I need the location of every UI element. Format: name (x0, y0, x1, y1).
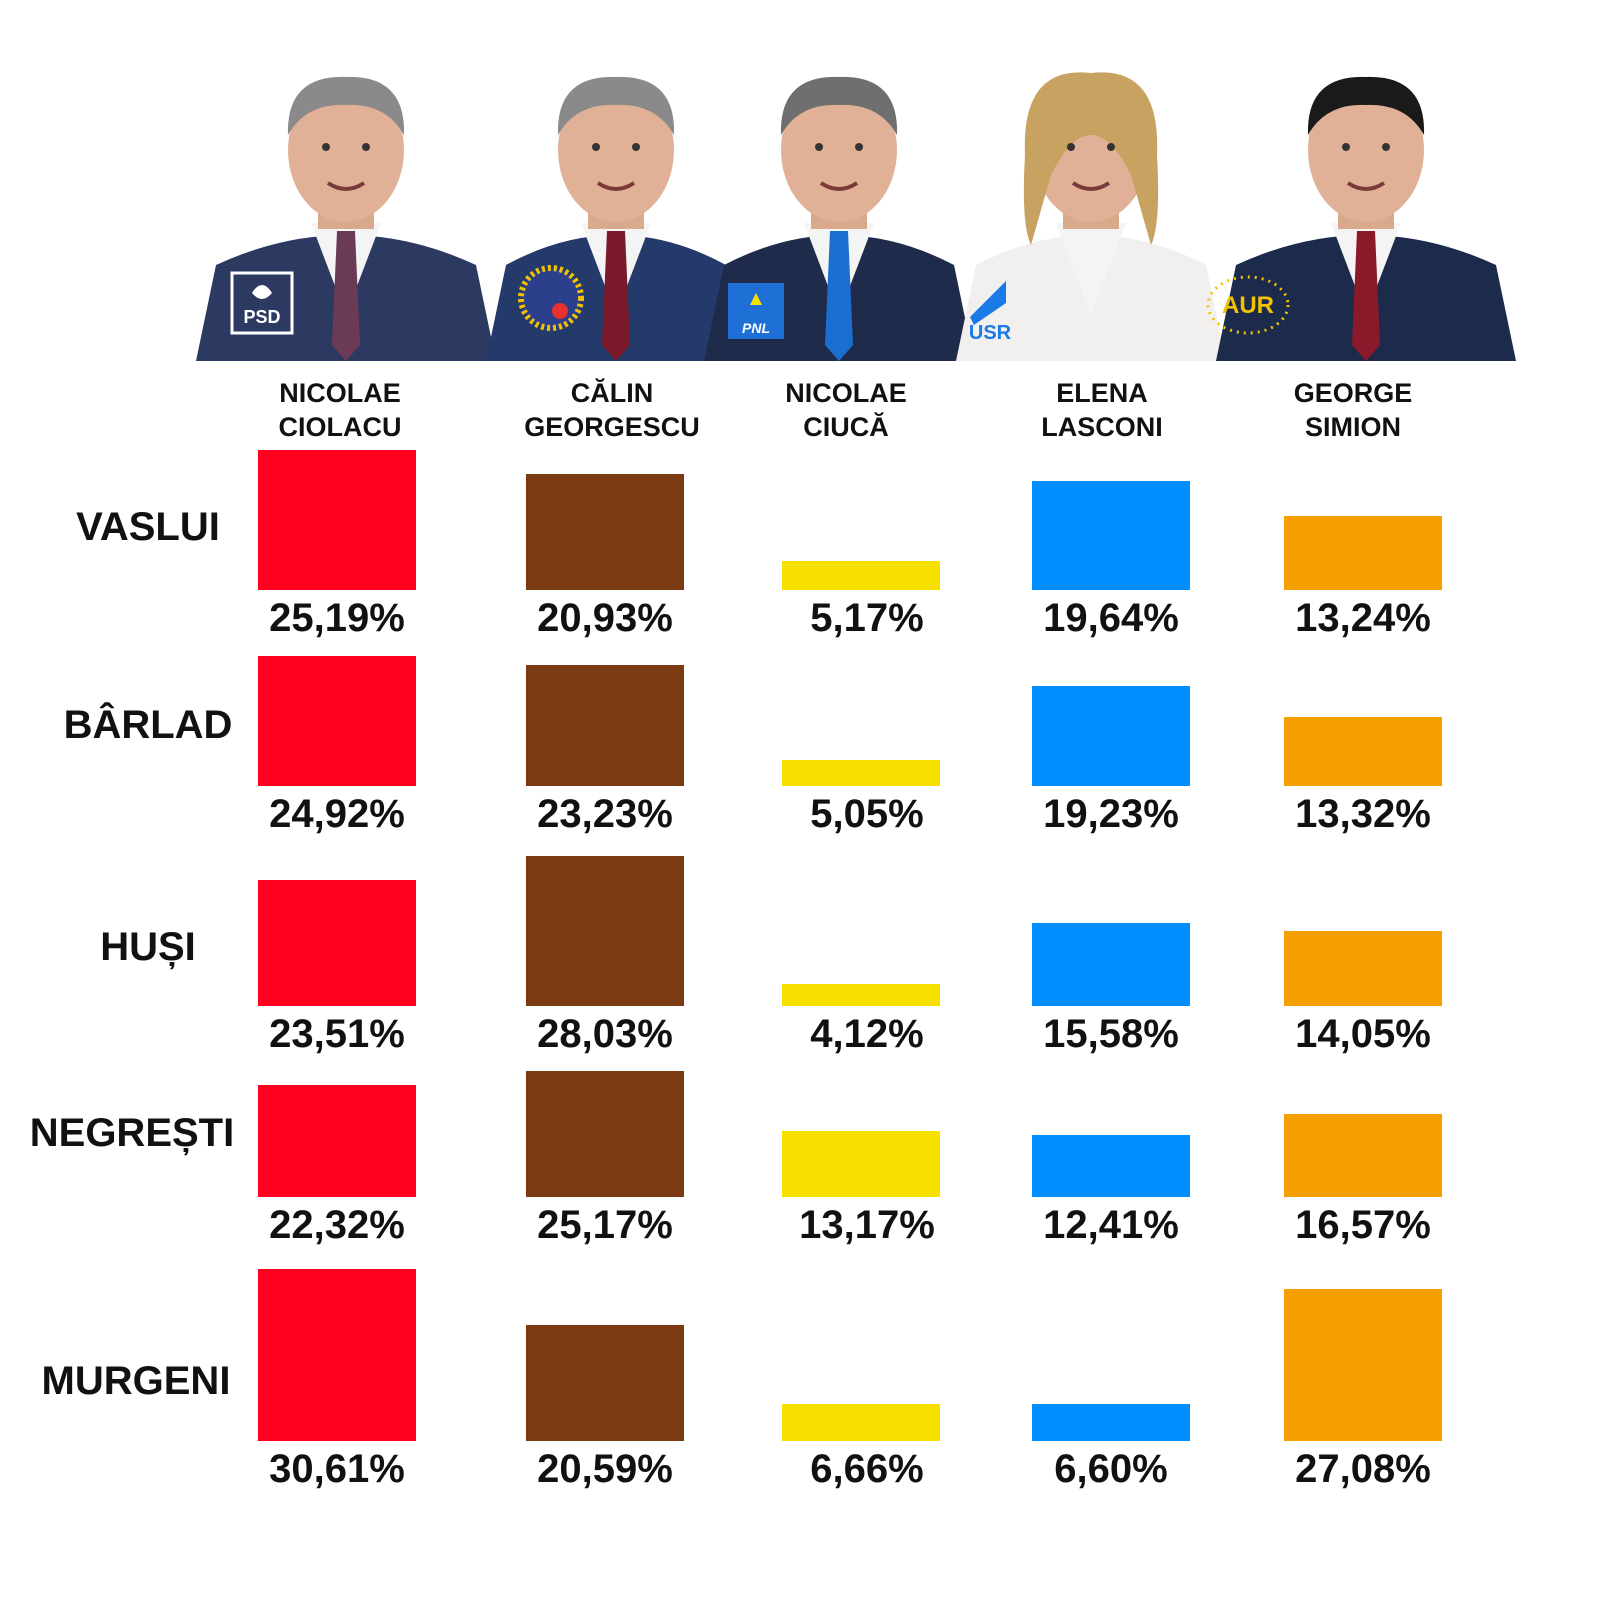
svg-text:PSD: PSD (243, 307, 280, 327)
result-bar (1284, 931, 1442, 1006)
party-badges: PSD PNL USR AUR (230, 265, 1290, 344)
candidate-name: CĂLIN GEORGESCU (492, 376, 732, 444)
town-label: VASLUI (76, 505, 220, 549)
candidate-portrait (704, 76, 974, 361)
result-value-label: 5,05% (810, 792, 924, 836)
result-bar (526, 665, 684, 786)
result-value-label: 14,05% (1295, 1012, 1431, 1056)
result-bar (258, 1085, 416, 1197)
candidate-portrait (956, 72, 1226, 361)
candidate-first-name: GEORGE (1293, 378, 1413, 408)
result-bar (782, 1404, 940, 1441)
town-label: NEGREȘTI (29, 1111, 235, 1155)
result-value-label: 20,93% (537, 596, 673, 640)
result-value-label: 24,92% (269, 792, 405, 836)
result-bar (782, 760, 940, 786)
candidate-first-name: CĂLIN (570, 378, 654, 408)
sun-badge-icon (518, 265, 584, 331)
town-label: MURGENI (41, 1359, 231, 1403)
candidate-last-name: LASCONI (1041, 412, 1163, 442)
result-value-label: 23,51% (269, 1012, 405, 1056)
candidate-name: NICOLAE CIUCĂ (726, 376, 966, 444)
candidate-first-name: NICOLAE (279, 378, 401, 408)
usr-logo-icon (970, 281, 1006, 325)
candidate-name: NICOLAE CIOLACU (220, 376, 460, 444)
result-value-label: 22,32% (269, 1203, 405, 1247)
result-bar (258, 1269, 416, 1441)
result-value-label: 13,32% (1295, 792, 1431, 836)
portraits-svg: PSD PNL USR AUR (196, 72, 1516, 361)
result-value-label: 28,03% (537, 1012, 673, 1056)
result-value-label: 5,17% (810, 596, 924, 640)
result-value-label: 23,23% (537, 792, 673, 836)
candidate-portrait (486, 76, 746, 361)
result-value-label: 19,64% (1043, 596, 1179, 640)
result-bar (782, 561, 940, 590)
result-bar (1284, 1289, 1442, 1441)
result-bar (1032, 923, 1190, 1006)
result-bar (526, 1325, 684, 1441)
result-bar (258, 880, 416, 1006)
result-bar (1032, 686, 1190, 786)
candidate-portrait (1216, 76, 1516, 361)
svg-text:AUR: AUR (1222, 292, 1274, 319)
result-value-label: 4,12% (810, 1012, 924, 1056)
candidate-first-name: NICOLAE (785, 378, 907, 408)
candidate-portrait (196, 76, 496, 361)
result-bar (1032, 1135, 1190, 1197)
svg-text:PNL: PNL (742, 320, 770, 336)
candidate-first-name: ELENA (1056, 378, 1148, 408)
result-value-label: 19,23% (1043, 792, 1179, 836)
town-label: BÂRLAD (63, 703, 233, 747)
result-bar (1032, 1404, 1190, 1441)
result-bar (526, 1071, 684, 1197)
result-bar (1284, 516, 1442, 590)
result-value-label: 12,41% (1043, 1203, 1179, 1247)
pnl-logo-icon (728, 283, 784, 339)
result-bar (258, 450, 416, 590)
result-bar (526, 474, 684, 590)
result-bar (1284, 1114, 1442, 1197)
result-bar (1284, 717, 1442, 786)
candidate-last-name: GEORGESCU (524, 412, 700, 442)
candidate-name: ELENA LASCONI (982, 376, 1222, 444)
town-label: HUȘI (100, 925, 196, 969)
result-value-label: 30,61% (269, 1447, 405, 1491)
result-value-label: 16,57% (1295, 1203, 1431, 1247)
candidate-last-name: SIMION (1304, 412, 1401, 442)
result-value-label: 15,58% (1043, 1012, 1179, 1056)
result-bar (526, 856, 684, 1006)
result-bar (1032, 481, 1190, 590)
result-value-label: 20,59% (537, 1447, 673, 1491)
result-bar (782, 1131, 940, 1197)
candidate-name: GEORGE SIMION (1233, 376, 1473, 444)
aur-logo-icon (1206, 275, 1290, 335)
result-bar (258, 656, 416, 786)
result-value-label: 13,17% (799, 1203, 935, 1247)
svg-text:USR: USR (969, 322, 1012, 344)
result-value-label: 25,19% (269, 596, 405, 640)
result-value-label: 13,24% (1295, 596, 1431, 640)
result-value-label: 25,17% (537, 1203, 673, 1247)
candidate-last-name: CIUCĂ (803, 412, 889, 442)
result-value-label: 27,08% (1295, 1447, 1431, 1491)
result-value-label: 6,66% (810, 1447, 924, 1491)
result-bar (782, 984, 940, 1006)
psd-logo-icon (230, 271, 294, 335)
candidate-photo-strip: PSD PNL USR AUR (196, 55, 1526, 361)
candidate-last-name: CIOLACU (278, 412, 402, 442)
result-value-label: 6,60% (1054, 1447, 1168, 1491)
